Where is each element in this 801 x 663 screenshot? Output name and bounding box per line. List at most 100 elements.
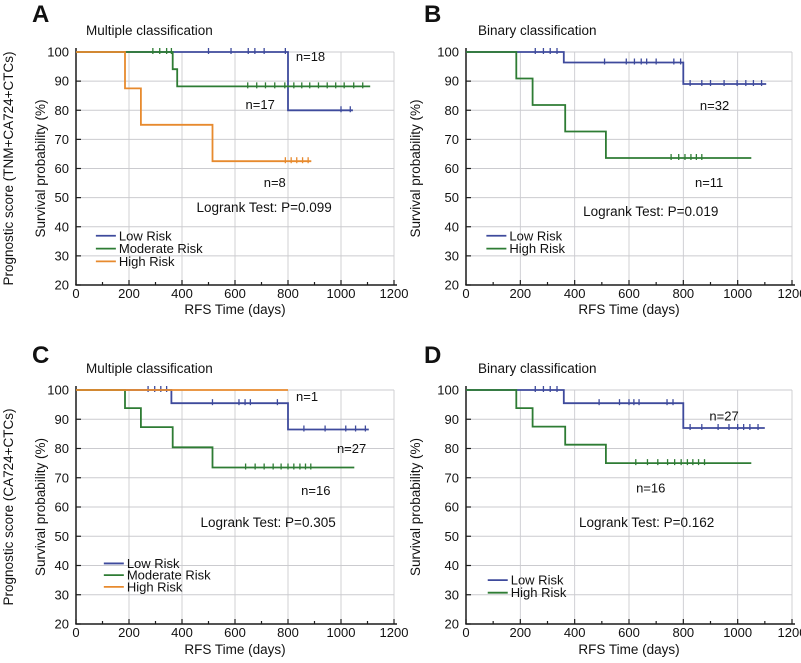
y-tick-label: 40: [445, 219, 459, 234]
gridlines: [75, 389, 395, 625]
panel-title: Binary classification: [478, 23, 597, 38]
x-tick-label: 1200: [380, 625, 409, 640]
n-label-high-risk: n=16: [636, 481, 665, 496]
panel-letter: D: [424, 342, 441, 369]
y-tick-label: 40: [55, 558, 69, 573]
legend-label-high-risk: High Risk: [127, 579, 183, 594]
axes: [75, 386, 397, 625]
y-tick-label: 30: [445, 587, 459, 602]
legend-label-low-risk: Low Risk: [511, 573, 564, 588]
panel-title: Multiple classification: [86, 361, 213, 376]
y-tick-label: 30: [55, 587, 69, 602]
y-tick-label: 30: [445, 248, 459, 263]
y-tick-label: 40: [445, 558, 459, 573]
curve-high-risk: [466, 389, 752, 465]
x-tick-label: 0: [72, 286, 79, 301]
curve-moderate-risk: [76, 51, 371, 88]
axis-ticks: [465, 51, 793, 286]
logrank-annotation: Logrank Test: P=0.099: [197, 200, 332, 215]
curve-low-risk: [466, 389, 765, 429]
n-label-moderate-risk: n=17: [246, 97, 275, 112]
x-axis-title: RFS Time (days): [184, 642, 285, 657]
y-tick-label: 70: [445, 470, 459, 485]
y-tick-label: 80: [55, 441, 69, 456]
censor-ticks-low-risk: [147, 386, 367, 432]
panel-title: Binary classification: [478, 361, 597, 376]
x-tick-label: 1000: [723, 286, 752, 301]
y-tick-label: 20: [445, 617, 459, 632]
y-axis-title: Survival probability (%): [408, 99, 423, 237]
legend-label-high-risk: High Risk: [119, 254, 175, 269]
x-tick-label: 200: [509, 625, 531, 640]
panel-A: 0 200 400 600 800 1000 1200 20 30 40 50 60 70 80 90 100…: [1, 1, 408, 317]
y-tick-label: 100: [47, 383, 69, 398]
x-tick-label: 600: [224, 286, 246, 301]
censor-ticks-moderate-risk: [152, 48, 364, 89]
y-tick-label: 50: [445, 529, 459, 544]
legend-label-moderate-risk: Moderate Risk: [119, 241, 203, 256]
legend-label-low-risk: Low Risk: [509, 228, 562, 243]
logrank-annotation: Logrank Test: P=0.019: [583, 204, 718, 219]
y-axis-title: Survival probability (%): [33, 99, 48, 237]
panel-letter: C: [32, 342, 49, 369]
x-tick-label: 1000: [327, 286, 356, 301]
x-tick-label: 1000: [327, 625, 356, 640]
n-label-moderate-risk: n=16: [301, 483, 330, 498]
n-label-high-risk: n=8: [264, 175, 286, 190]
legend-item-low-risk: Low Risk: [486, 228, 563, 243]
y-axis-title: Survival probability (%): [408, 438, 423, 576]
x-tick-label: 1200: [778, 625, 801, 640]
curve-high-risk: [466, 51, 752, 159]
legend-item-low-risk: Low Risk: [487, 573, 564, 588]
y-tick-label: 60: [55, 161, 69, 176]
legend-label-low-risk: Low Risk: [119, 228, 172, 243]
y-tick-label: 30: [55, 248, 69, 263]
x-tick-label: 200: [118, 286, 140, 301]
x-tick-label: 1200: [380, 286, 409, 301]
x-tick-label: 400: [171, 625, 193, 640]
curve-moderate-risk: [76, 389, 355, 469]
legend-item-high-risk: High Risk: [95, 254, 175, 269]
x-tick-label: 0: [462, 625, 469, 640]
x-axis-title: RFS Time (days): [578, 642, 679, 657]
censor-ticks-moderate-risk: [244, 463, 312, 470]
y-tick-label: 50: [55, 529, 69, 544]
y-tick-label: 70: [55, 132, 69, 147]
y-tick-label: 90: [445, 412, 459, 427]
legend-item-moderate-risk: Moderate Risk: [103, 568, 211, 583]
panel-B: 0 200 400 600 800 1000 1200 20 30 40 50 60 70 80 90 100…: [408, 1, 801, 317]
x-tick-label: 200: [118, 625, 140, 640]
y-tick-label: 80: [445, 103, 459, 118]
x-tick-label: 800: [672, 625, 694, 640]
x-tick-label: 600: [224, 625, 246, 640]
panel-D: 0 200 400 600 800 1000 1200 20 30 40 50 60 70 80 90 100…: [408, 342, 801, 657]
legend-item-low-risk: Low Risk: [103, 556, 180, 571]
n-label-low-risk: n=27: [337, 441, 366, 456]
panel-title: Multiple classification: [86, 23, 213, 38]
censor-ticks-low-risk: [207, 48, 351, 113]
y-axis-outer-title: Prognostic score (CA724+CTCs): [1, 409, 16, 606]
y-tick-label: 90: [445, 74, 459, 89]
n-label-low-risk: n=27: [709, 408, 738, 423]
y-tick-label: 70: [445, 132, 459, 147]
y-tick-label: 20: [55, 617, 69, 632]
y-tick-label: 20: [445, 278, 459, 293]
legend-item-high-risk: High Risk: [486, 241, 565, 256]
axis-ticks: [75, 51, 395, 286]
n-label-high-risk: n=1: [296, 389, 318, 404]
y-tick-label: 70: [55, 470, 69, 485]
x-tick-label: 1200: [778, 286, 801, 301]
axis-ticks: [75, 389, 395, 625]
censor-ticks-low-risk: [534, 48, 763, 87]
censor-ticks-low-risk: [534, 386, 759, 431]
y-tick-label: 60: [445, 161, 459, 176]
censor-ticks-high-risk: [284, 157, 309, 164]
x-tick-label: 600: [618, 286, 640, 301]
x-tick-label: 1000: [723, 625, 752, 640]
x-tick-label: 800: [277, 625, 299, 640]
legend-item-high-risk: High Risk: [487, 585, 567, 600]
x-axis-title: RFS Time (days): [578, 302, 679, 317]
legend-label-low-risk: Low Risk: [127, 556, 180, 571]
curve-low-risk: [76, 389, 369, 431]
